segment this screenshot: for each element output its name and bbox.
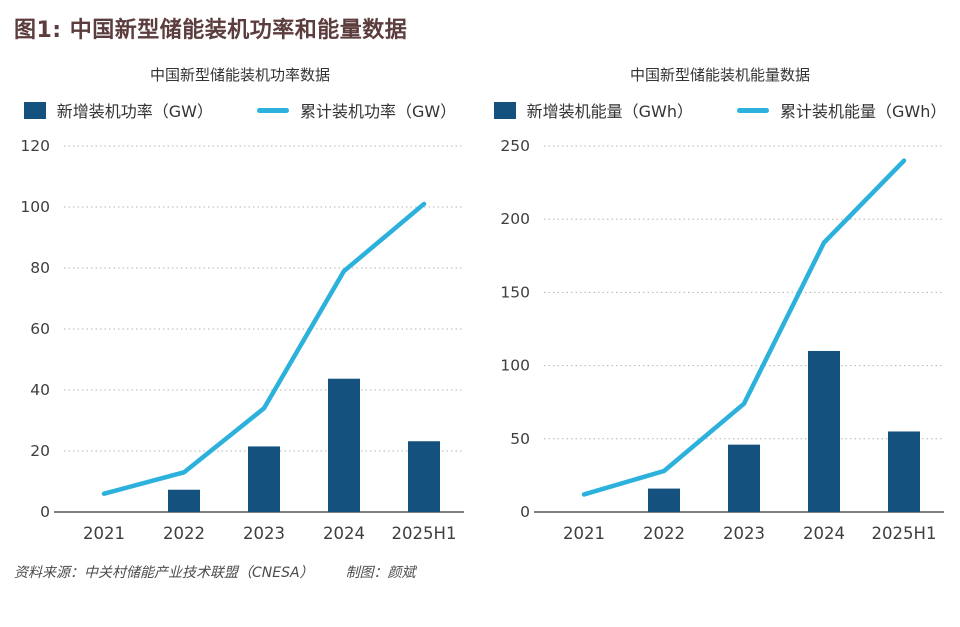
figure-title: 图1: 中国新型储能装机功率和能量数据 — [14, 18, 408, 43]
svg-text:200: 200 — [500, 210, 530, 228]
energy-chart-title: 中国新型储能装机能量数据 — [629, 66, 810, 84]
svg-text:2021: 2021 — [83, 524, 125, 543]
bar-swatch-icon — [493, 101, 516, 119]
legend-item-new-power: 新增装机功率（GW） — [23, 98, 213, 122]
bar-swatch-icon — [23, 101, 46, 119]
svg-text:0: 0 — [520, 503, 530, 521]
power-chart-title: 中国新型储能装机功率数据 — [149, 66, 330, 84]
figure: 图1: 中国新型储能装机功率和能量数据 中国新型储能装机功率数据 新增装机功率（… — [0, 12, 960, 627]
energy-chart-plot: 0 50 100 150 200 250 2021 2022 2023 2024 2025H1 — [500, 137, 944, 543]
line-swatch-icon — [737, 107, 769, 113]
svg-text:100: 100 — [20, 198, 50, 216]
svg-text:50: 50 — [510, 430, 530, 448]
legend-label-new-power: 新增装机功率（GW） — [56, 102, 213, 121]
power-chart-plot: 0 20 40 60 80 100 120 2021 2022 2023 2024 2025H1 — [20, 137, 464, 543]
svg-text:2024: 2024 — [803, 524, 845, 543]
source-note: 资料来源：中关村储能产业技术联盟（CNESA） — [14, 565, 314, 581]
svg-text:60: 60 — [30, 320, 50, 338]
footer: 资料来源：中关村储能产业技术联盟（CNESA） 制图：颜斌 — [14, 562, 960, 582]
power-chart-panel: 中国新型储能装机功率数据 新增装机功率（GW） 累计装机功率（GW） 0 20 40… — [0, 50, 480, 552]
legend-label-cumulative-energy: 累计装机能量（GWh） — [780, 102, 947, 121]
svg-text:0: 0 — [40, 503, 50, 521]
legend-item-new-energy: 新增装机能量（GWh） — [493, 98, 693, 122]
svg-text:80: 80 — [30, 259, 50, 277]
svg-text:2022: 2022 — [643, 524, 685, 543]
charts-row: 中国新型储能装机功率数据 新增装机功率（GW） 累计装机功率（GW） 0 20 40… — [0, 50, 960, 552]
svg-text:100: 100 — [500, 357, 530, 375]
svg-text:2022: 2022 — [163, 524, 205, 543]
svg-text:40: 40 — [30, 381, 50, 399]
svg-text:2025H1: 2025H1 — [872, 524, 937, 543]
svg-text:20: 20 — [30, 442, 50, 460]
svg-text:2021: 2021 — [563, 524, 605, 543]
legend-label-new-energy: 新增装机能量（GWh） — [526, 102, 693, 121]
credit-note: 制图：颜斌 — [345, 565, 416, 581]
legend-label-cumulative-power: 累计装机功率（GW） — [300, 102, 457, 121]
energy-chart-panel: 中国新型储能装机能量数据 新增装机能量（GWh） 累计装机能量（GWh） 0 50… — [480, 50, 960, 552]
svg-text:2023: 2023 — [723, 524, 765, 543]
energy-chart-legend: 新增装机能量（GWh） 累计装机能量（GWh） — [480, 98, 960, 122]
svg-text:2025H1: 2025H1 — [392, 524, 457, 543]
svg-text:120: 120 — [20, 137, 50, 155]
svg-text:2023: 2023 — [243, 524, 285, 543]
svg-text:250: 250 — [500, 137, 530, 155]
line-swatch-icon — [257, 107, 289, 113]
svg-text:150: 150 — [500, 283, 530, 301]
power-chart-legend: 新增装机功率（GW） 累计装机功率（GW） — [0, 98, 480, 122]
legend-item-cumulative-power: 累计装机功率（GW） — [257, 98, 456, 122]
svg-text:2024: 2024 — [323, 524, 365, 543]
legend-item-cumulative-energy: 累计装机能量（GWh） — [737, 98, 946, 122]
